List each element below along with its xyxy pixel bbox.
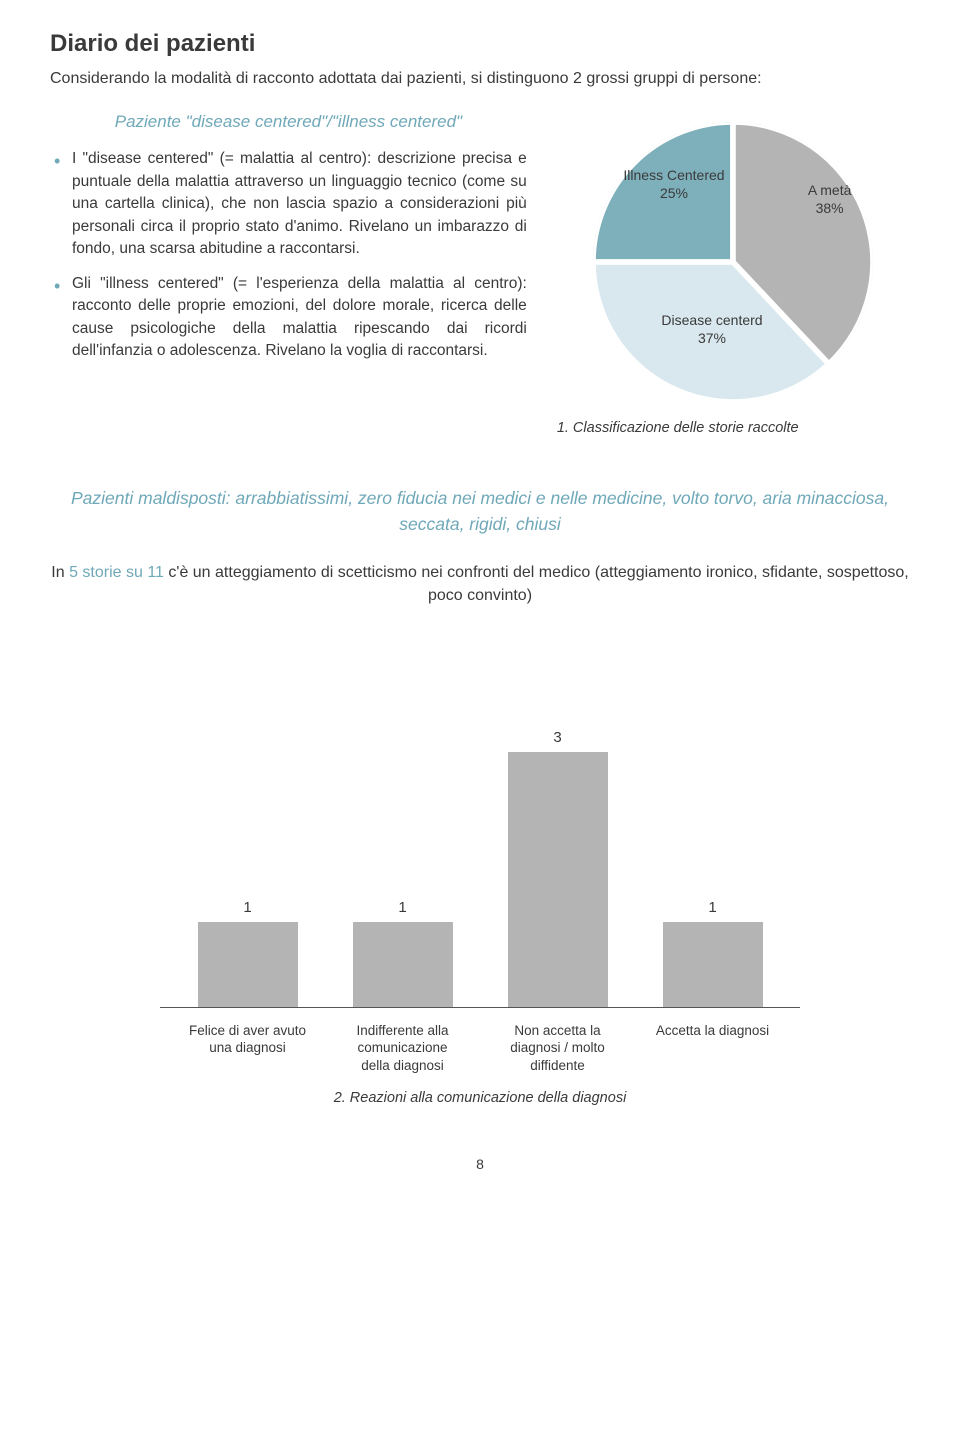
stat-suffix: c'è un atteggiamento di scetticismo nei … <box>164 564 909 604</box>
bar <box>663 922 763 1007</box>
left-column: Paziente "disease centered"/"illness cen… <box>50 112 527 436</box>
bar-slot: 1 <box>653 899 773 1007</box>
bar-value-label: 1 <box>708 899 716 916</box>
bullet-item: Gli "illness centered" (= l'esperienza d… <box>50 273 527 363</box>
stat-highlight: 5 storie su 11 <box>69 564 164 581</box>
stat-prefix: In <box>51 564 69 581</box>
pie-svg <box>593 122 873 402</box>
top-row: Paziente "disease centered"/"illness cen… <box>50 112 910 436</box>
subheading: Paziente "disease centered"/"illness cen… <box>50 112 527 132</box>
bar-chart: 1 1 3 1 Felice di aver avuto una diagnosi In… <box>160 708 800 1107</box>
bar-value-label: 1 <box>243 899 251 916</box>
pie-chart-column: Illness Centered 25% A metà 38% Disease … <box>557 112 910 436</box>
page-title: Diario dei pazienti <box>50 30 910 58</box>
pie-label-value: 25% <box>660 185 688 201</box>
intro-paragraph: Considerando la modalità di racconto ado… <box>50 68 910 90</box>
bar-labels-row: Felice di aver avuto una diagnosi Indiffe… <box>160 1008 800 1075</box>
bar <box>353 922 453 1007</box>
pie-label-text: Illness Centered <box>623 167 724 183</box>
bar-category-label: Accetta la diagnosi <box>653 1022 773 1075</box>
pie-caption: 1. Classificazione delle storie raccolte <box>557 420 910 436</box>
pie-chart: Illness Centered 25% A metà 38% Disease … <box>593 122 873 402</box>
bar-value-label: 1 <box>398 899 406 916</box>
bar-value-label: 3 <box>553 729 561 746</box>
bar-slot: 1 <box>343 899 463 1007</box>
bullet-item: I "disease centered" (= malattia al cent… <box>50 148 527 260</box>
bullet-list: I "disease centered" (= malattia al cent… <box>50 148 527 362</box>
bar <box>198 922 298 1007</box>
page-number: 8 <box>50 1156 910 1172</box>
pie-slice-label: A metà 38% <box>808 182 852 217</box>
bar-slot: 3 <box>498 729 618 1007</box>
bar-category-label: Non accetta la diagnosi / molto diffiden… <box>498 1022 618 1075</box>
pie-label-value: 37% <box>698 330 726 346</box>
bar <box>508 752 608 1007</box>
stat-line: In 5 storie su 11 c'è un atteggiamento d… <box>50 561 910 607</box>
bar-category-label: Indifferente alla comunicazione della di… <box>343 1022 463 1075</box>
pie-slice-label: Disease centerd 37% <box>661 312 762 347</box>
bar-caption: 2. Reazioni alla comunicazione della dia… <box>160 1090 800 1106</box>
pie-slice-label: Illness Centered 25% <box>623 167 724 202</box>
quote-block: Pazienti maldisposti: arrabbiatissimi, z… <box>70 486 890 537</box>
pie-label-text: Disease centerd <box>661 312 762 328</box>
bars-row: 1 1 3 1 <box>160 708 800 1008</box>
pie-label-value: 38% <box>816 200 844 216</box>
bar-category-label: Felice di aver avuto una diagnosi <box>188 1022 308 1075</box>
bar-slot: 1 <box>188 899 308 1007</box>
pie-label-text: A metà <box>808 182 852 198</box>
